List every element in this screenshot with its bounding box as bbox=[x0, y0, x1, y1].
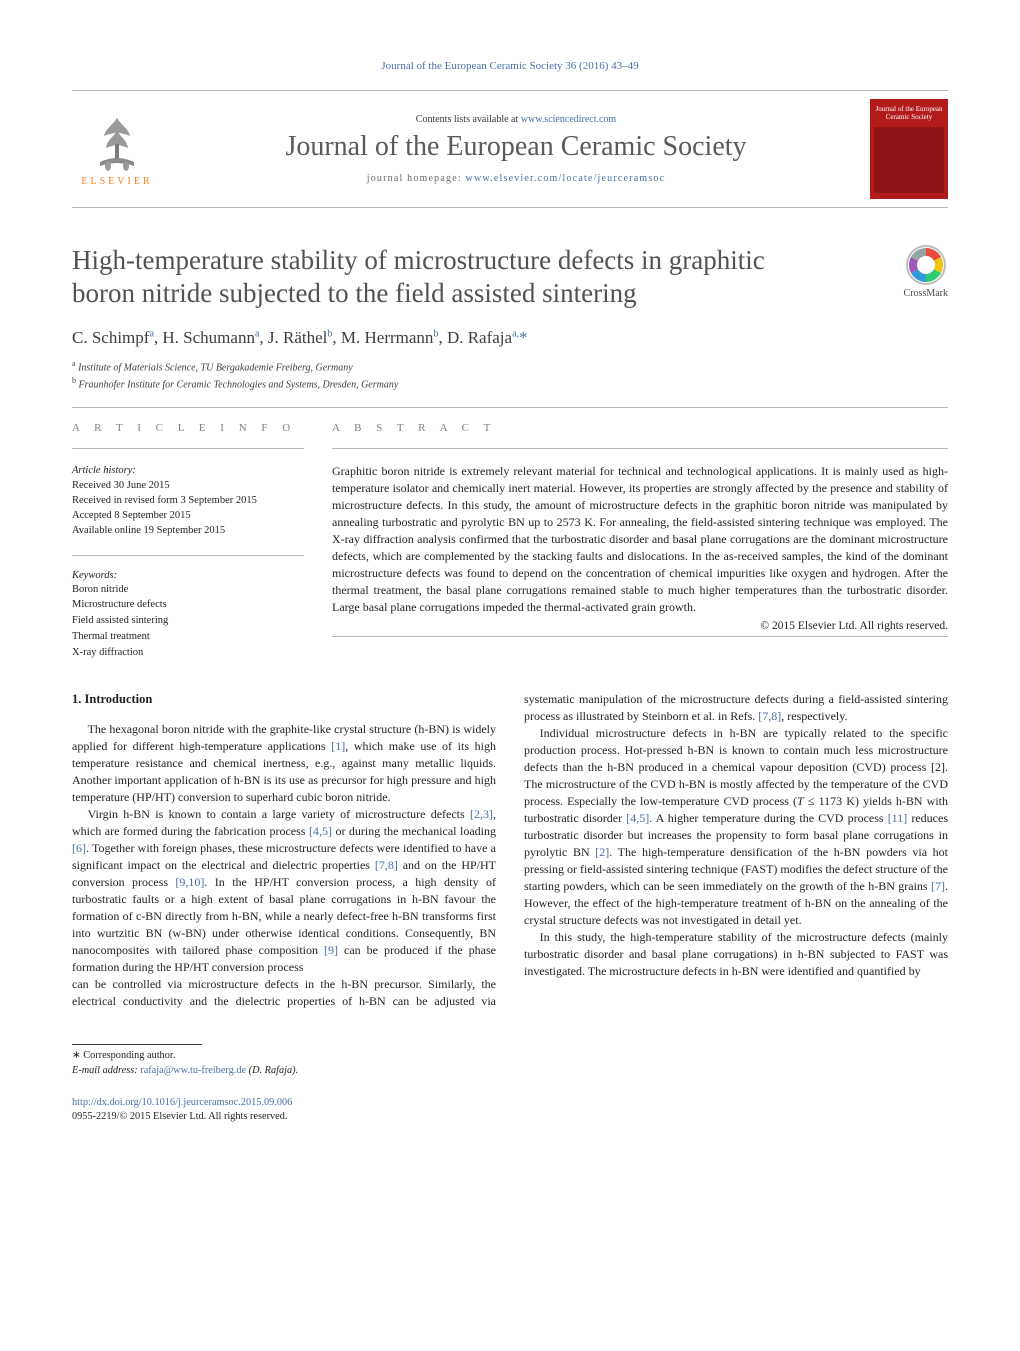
affiliation-a: Institute of Materials Science, TU Berga… bbox=[78, 362, 353, 373]
divider bbox=[72, 555, 304, 556]
keyword: Boron nitride bbox=[72, 582, 304, 598]
article-info-heading: A R T I C L E I N F O bbox=[72, 422, 304, 434]
crossmark-icon bbox=[905, 244, 947, 286]
abstract-copyright: © 2015 Elsevier Ltd. All rights reserved… bbox=[332, 620, 948, 632]
sciencedirect-link[interactable]: www.sciencedirect.com bbox=[521, 114, 616, 125]
article-body: 1. Introduction The hexagonal boron nitr… bbox=[72, 691, 948, 1010]
keyword: Microstructure defects bbox=[72, 597, 304, 613]
abstract-heading: A B S T R A C T bbox=[332, 422, 948, 434]
journal-homepage-link[interactable]: www.elsevier.com/locate/jeurceramsoc bbox=[466, 173, 666, 184]
keyword: Thermal treatment bbox=[72, 629, 304, 645]
article-history: Article history: Received 30 June 2015 R… bbox=[72, 463, 304, 539]
body-paragraph: Virgin h-BN is known to contain a large … bbox=[72, 806, 496, 976]
keywords-list: Boron nitride Microstructure defects Fie… bbox=[72, 582, 304, 661]
journal-title: Journal of the European Ceramic Society bbox=[176, 131, 856, 163]
affiliation-b: Fraunhofer Institute for Ceramic Technol… bbox=[79, 380, 399, 391]
affil-marker-a: a bbox=[72, 359, 76, 368]
footnote-rule bbox=[72, 1044, 202, 1045]
history-online: Available online 19 September 2015 bbox=[72, 523, 304, 538]
abstract-text: Graphitic boron nitride is extremely rel… bbox=[332, 463, 948, 616]
history-revised: Received in revised form 3 September 201… bbox=[72, 493, 304, 508]
history-received: Received 30 June 2015 bbox=[72, 478, 304, 493]
corresponding-author: ∗ Corresponding author. bbox=[72, 1049, 948, 1063]
elsevier-logo: ELSEVIER bbox=[72, 99, 162, 199]
homepage-label: journal homepage: bbox=[367, 173, 466, 184]
doi-link[interactable]: http://dx.doi.org/10.1016/j.jeurceramsoc… bbox=[72, 1097, 292, 1108]
running-head: Journal of the European Ceramic Society … bbox=[72, 60, 948, 72]
keywords-label: Keywords: bbox=[72, 570, 304, 581]
issn-copyright: 0955-2219/© 2015 Elsevier Ltd. All right… bbox=[72, 1110, 948, 1124]
crossmark-badge[interactable]: CrossMark bbox=[904, 244, 948, 299]
section-1-heading: 1. Introduction bbox=[72, 691, 496, 709]
elsevier-tree-icon bbox=[86, 112, 148, 174]
cover-journal-name: Journal of the European Ceramic Society bbox=[874, 105, 944, 121]
journal-cover-thumbnail: Journal of the European Ceramic Society bbox=[870, 99, 948, 199]
history-label: Article history: bbox=[72, 463, 304, 478]
elsevier-wordmark: ELSEVIER bbox=[81, 176, 152, 187]
affil-marker-b: b bbox=[72, 376, 76, 385]
body-paragraph: The hexagonal boron nitride with the gra… bbox=[72, 721, 496, 806]
divider bbox=[72, 407, 948, 408]
footnotes: ∗ Corresponding author. E-mail address: … bbox=[72, 1044, 948, 1125]
body-paragraph: Individual microstructure defects in h-B… bbox=[524, 725, 948, 929]
keyword: X-ray diffraction bbox=[72, 645, 304, 661]
email-link[interactable]: rafaja@ww.tu-freiberg.de bbox=[140, 1065, 246, 1076]
journal-header: ELSEVIER Contents lists available at www… bbox=[72, 90, 948, 208]
keyword: Field assisted sintering bbox=[72, 613, 304, 629]
crossmark-label: CrossMark bbox=[904, 288, 948, 299]
contents-pre: Contents lists available at bbox=[416, 114, 521, 125]
contents-available-line: Contents lists available at www.scienced… bbox=[176, 114, 856, 125]
divider bbox=[332, 448, 948, 449]
article-title: High-temperature stability of microstruc… bbox=[72, 244, 832, 310]
divider bbox=[72, 448, 304, 449]
email-line: E-mail address: rafaja@ww.tu-freiberg.de… bbox=[72, 1064, 948, 1078]
history-accepted: Accepted 8 September 2015 bbox=[72, 508, 304, 523]
affiliations: a Institute of Materials Science, TU Ber… bbox=[72, 358, 948, 393]
journal-homepage-line: journal homepage: www.elsevier.com/locat… bbox=[176, 173, 856, 184]
divider bbox=[332, 636, 948, 637]
email-attribution: (D. Rafaja). bbox=[246, 1065, 298, 1076]
email-label: E-mail address: bbox=[72, 1065, 140, 1076]
authors-line: C. Schimpfa, H. Schumanna, J. Räthelb, M… bbox=[72, 328, 948, 348]
body-paragraph: In this study, the high-temperature stab… bbox=[524, 929, 948, 980]
